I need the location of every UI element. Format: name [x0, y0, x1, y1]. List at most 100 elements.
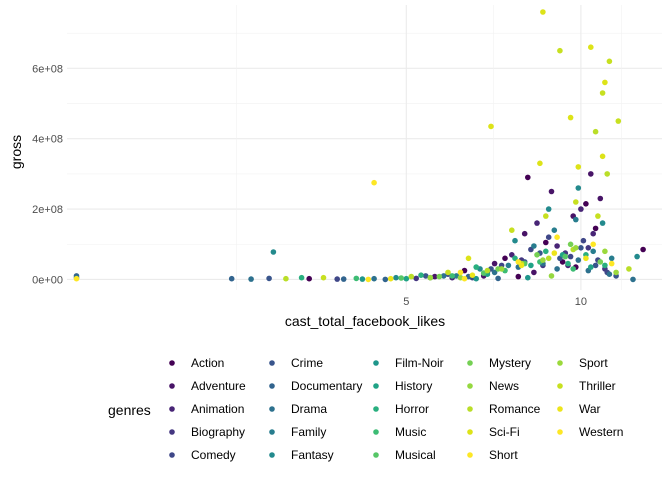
data-point	[545, 206, 552, 212]
data-point	[440, 273, 447, 279]
data-point	[528, 262, 534, 269]
data-point	[597, 195, 604, 202]
data-point	[393, 274, 399, 281]
legend-key	[373, 429, 379, 435]
legend-key	[467, 429, 473, 435]
data-point	[583, 201, 589, 207]
data-point	[495, 275, 501, 282]
legend-label: Comedy	[191, 448, 236, 462]
data-point	[602, 79, 608, 86]
data-point	[525, 174, 531, 181]
data-point	[554, 243, 560, 249]
data-point	[359, 276, 366, 282]
legend-label: Fantasy	[291, 448, 334, 462]
x-tick-label: 5	[403, 296, 409, 308]
data-point	[445, 269, 451, 276]
data-point	[608, 260, 615, 267]
data-point	[515, 273, 522, 280]
legend-key	[169, 406, 175, 412]
data-point	[465, 255, 472, 262]
data-point	[266, 275, 272, 282]
data-point	[387, 275, 394, 282]
legend-key	[269, 360, 275, 366]
y-axis-title: gross	[8, 135, 24, 169]
legend-label: War	[579, 402, 601, 416]
legend-key	[269, 383, 275, 389]
legend-label: Sport	[579, 356, 608, 370]
legend-key	[467, 383, 473, 389]
data-point	[531, 243, 537, 249]
data-point	[588, 44, 594, 50]
data-point	[590, 248, 596, 255]
legend-key	[269, 452, 275, 458]
data-point	[537, 160, 543, 167]
data-point	[580, 237, 587, 244]
data-point	[457, 269, 464, 276]
data-point	[427, 274, 434, 281]
x-tick-label: 10	[575, 296, 587, 308]
x-axis-title: cast_total_facebook_likes	[285, 313, 445, 329]
data-point	[248, 276, 254, 282]
legend-key	[557, 383, 563, 389]
data-point	[461, 275, 468, 282]
data-point	[570, 266, 576, 272]
data-point	[545, 255, 552, 262]
data-point	[575, 185, 582, 191]
data-point	[548, 188, 555, 195]
data-point	[298, 274, 305, 281]
legend-label: Drama	[291, 402, 327, 416]
data-point	[599, 220, 606, 226]
data-point	[340, 276, 347, 282]
data-point	[449, 273, 456, 279]
data-point	[578, 206, 584, 212]
y-tick-label: 2e+08	[32, 204, 63, 216]
y-tick-label: 4e+08	[32, 134, 63, 146]
data-point	[512, 255, 518, 262]
data-point	[592, 225, 599, 232]
data-point	[592, 128, 599, 135]
data-point	[604, 171, 610, 177]
data-point	[602, 262, 608, 269]
data-point	[599, 153, 606, 160]
legend-label: Mystery	[489, 356, 531, 370]
legend-key	[373, 383, 379, 389]
legend-label: Romance	[489, 402, 541, 416]
data-point	[531, 269, 537, 276]
legend-label: Biography	[191, 425, 245, 439]
legend-key	[557, 360, 563, 366]
data-point	[606, 271, 613, 278]
data-point	[491, 260, 498, 267]
data-point	[545, 234, 552, 240]
legend-label: Sci-Fi	[489, 425, 520, 439]
data-point	[509, 227, 515, 233]
data-point	[575, 257, 582, 263]
data-point	[588, 264, 594, 270]
data-point	[590, 241, 596, 248]
data-point	[634, 253, 640, 260]
legend-key	[169, 383, 175, 389]
data-point	[521, 230, 528, 237]
data-point	[418, 272, 424, 279]
data-point	[626, 266, 632, 272]
data-point	[505, 262, 512, 269]
legend-label: Crime	[291, 356, 323, 370]
data-point	[573, 216, 579, 223]
data-point	[306, 275, 313, 282]
data-point	[554, 234, 560, 240]
data-point	[595, 213, 601, 219]
data-point	[562, 253, 569, 260]
legend-label: Action	[191, 356, 224, 370]
data-point	[491, 269, 498, 276]
data-point	[578, 245, 584, 251]
data-point	[484, 267, 491, 274]
data-point	[353, 275, 360, 282]
legend-key	[467, 360, 473, 366]
data-point	[408, 273, 415, 280]
data-point	[567, 253, 574, 260]
data-point	[573, 199, 579, 205]
legend-key	[269, 406, 275, 412]
data-point	[606, 58, 613, 65]
legend-key	[269, 429, 275, 435]
data-point	[534, 252, 540, 258]
x-axis-ticks: 5 10	[403, 296, 587, 308]
